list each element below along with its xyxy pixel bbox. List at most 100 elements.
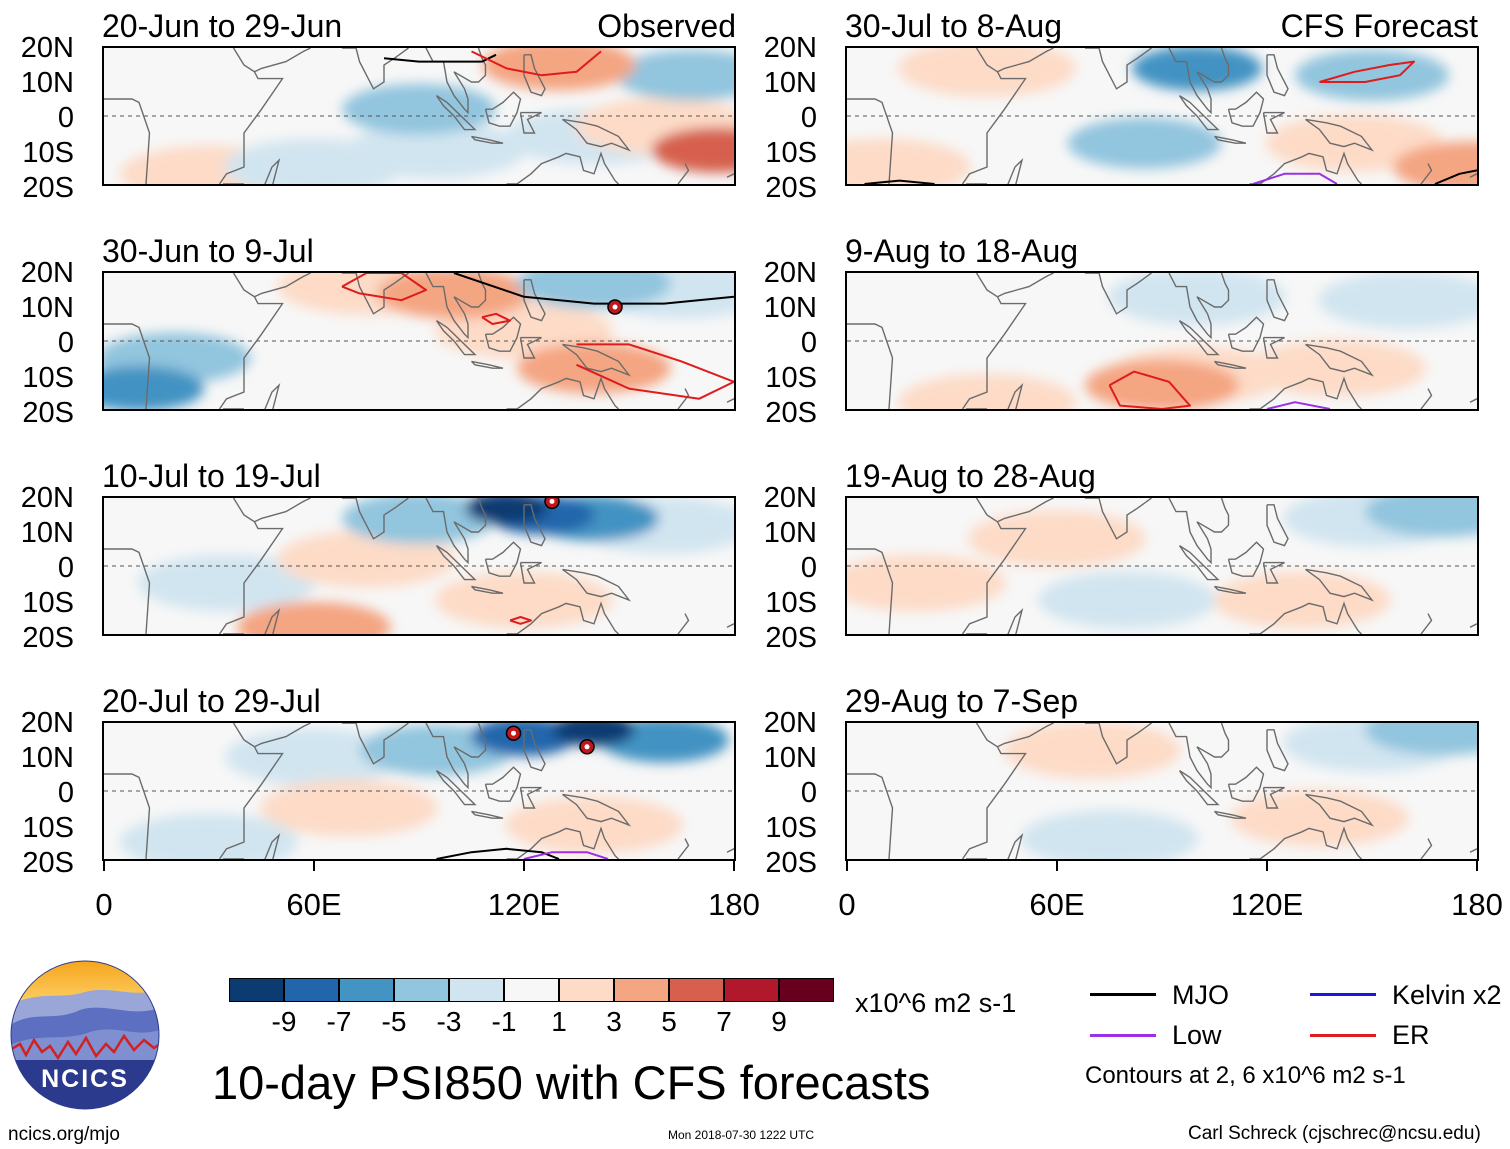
coastline (961, 723, 1027, 859)
coastline (471, 585, 504, 594)
coastline (1178, 770, 1220, 806)
lat-tick-label: 10N (763, 742, 817, 774)
coastline (726, 623, 734, 628)
coastline (1262, 561, 1285, 584)
map-panel (102, 46, 736, 186)
coastline (1469, 398, 1477, 403)
legend-kelvin-label: Kelvin x2 (1392, 980, 1502, 1010)
contour-er (341, 273, 427, 302)
coastline (104, 548, 151, 634)
anomaly-blob (1132, 48, 1262, 91)
anomaly-blob (517, 342, 671, 394)
coastline (506, 601, 619, 634)
coastline (425, 498, 487, 565)
contour-mjo (1434, 169, 1477, 184)
coastline (1420, 388, 1433, 409)
coastline (425, 273, 487, 340)
coastline (1262, 336, 1285, 359)
anomaly-blob (104, 366, 204, 409)
panel-title: 19-Aug to 28-Aug (845, 458, 1096, 494)
coastline (1469, 173, 1477, 178)
colorbar-label: -9 (271, 1006, 297, 1037)
anomaly-blob (1020, 810, 1199, 859)
coastline (264, 157, 281, 184)
x-tick-mark (523, 861, 525, 871)
coastline (997, 498, 1054, 523)
lat-tick-label: 10S (22, 812, 74, 844)
lat-tick-label: 10S (765, 362, 817, 394)
panel-title: 30-Jul to 8-Aug (845, 8, 1063, 44)
coastline (726, 173, 734, 178)
coastline (961, 48, 1027, 184)
x-tick-mark (1476, 861, 1478, 871)
coastline (1007, 832, 1024, 859)
coastline (562, 118, 632, 152)
x-tick-mark (733, 861, 735, 871)
lat-tick-label: 10S (22, 137, 74, 169)
anomaly-blob (1038, 571, 1216, 629)
coastline (997, 723, 1054, 748)
coastline (1085, 723, 1152, 765)
anomaly-blob (260, 779, 438, 837)
colorbar-label: 7 (716, 1006, 732, 1037)
legend-mjo-label: MJO (1172, 980, 1229, 1010)
coastline (506, 376, 619, 409)
coastline (484, 91, 522, 127)
map-svg (104, 723, 734, 859)
coastline (1469, 848, 1477, 853)
colorbar-swatch (559, 978, 614, 1002)
coastline (1085, 48, 1152, 90)
lat-tick-label: 10N (20, 67, 74, 99)
lat-tick-label: 20S (765, 847, 817, 879)
coastline (264, 382, 281, 409)
coastline (1227, 766, 1265, 802)
coastline (677, 838, 690, 859)
lat-tick-label: 0 (57, 327, 74, 359)
colorbar-label: 9 (771, 1006, 787, 1037)
coastline (1178, 320, 1220, 356)
coastline (1178, 95, 1220, 131)
coastline (519, 561, 542, 584)
coastline (523, 504, 546, 547)
panel-title: 30-Jun to 9-Jul (102, 233, 314, 269)
coastline (726, 848, 734, 853)
coastline (264, 607, 281, 634)
anomaly-blob (1230, 789, 1409, 847)
anomaly-blob (1108, 273, 1286, 326)
coastline (218, 273, 284, 409)
coastline (1305, 118, 1375, 152)
anomaly-blob (277, 530, 456, 588)
lat-tick-label: 10N (20, 517, 74, 549)
website-link[interactable]: ncics.org/mjo (8, 1124, 120, 1145)
coastline (1266, 54, 1289, 97)
logo-text: NCICS (41, 1065, 129, 1093)
contour-low (1266, 401, 1331, 409)
coastline (1168, 273, 1230, 340)
lat-tick-label: 10S (765, 137, 817, 169)
coastline (677, 613, 690, 634)
coastline (1469, 623, 1477, 628)
anomaly-blob (1085, 359, 1239, 409)
forecast-label: CFS Forecast (1280, 8, 1478, 44)
x-tick-mark (313, 861, 315, 871)
lat-tick-label: 20N (20, 707, 74, 739)
anomaly-blob (137, 554, 316, 612)
coastline (1249, 376, 1362, 409)
lat-tick-label: 10N (763, 67, 817, 99)
coastline (1168, 723, 1230, 790)
coastline (484, 541, 522, 577)
coastline (961, 498, 1027, 634)
anomaly-blob (1248, 339, 1426, 397)
coastline (523, 279, 546, 322)
anomaly-blob (435, 571, 613, 629)
lat-tick-label: 20S (22, 172, 74, 204)
anomaly-blob (1318, 273, 1477, 329)
contour-low (1252, 172, 1338, 184)
lat-tick-label: 10S (765, 587, 817, 619)
x-tick-mark (1056, 861, 1058, 871)
colorbar-label: -7 (326, 1006, 352, 1037)
coastline (1214, 135, 1247, 144)
anomaly-blob (1067, 117, 1222, 169)
lat-tick-label: 10N (763, 292, 817, 324)
contour-er (471, 50, 602, 77)
